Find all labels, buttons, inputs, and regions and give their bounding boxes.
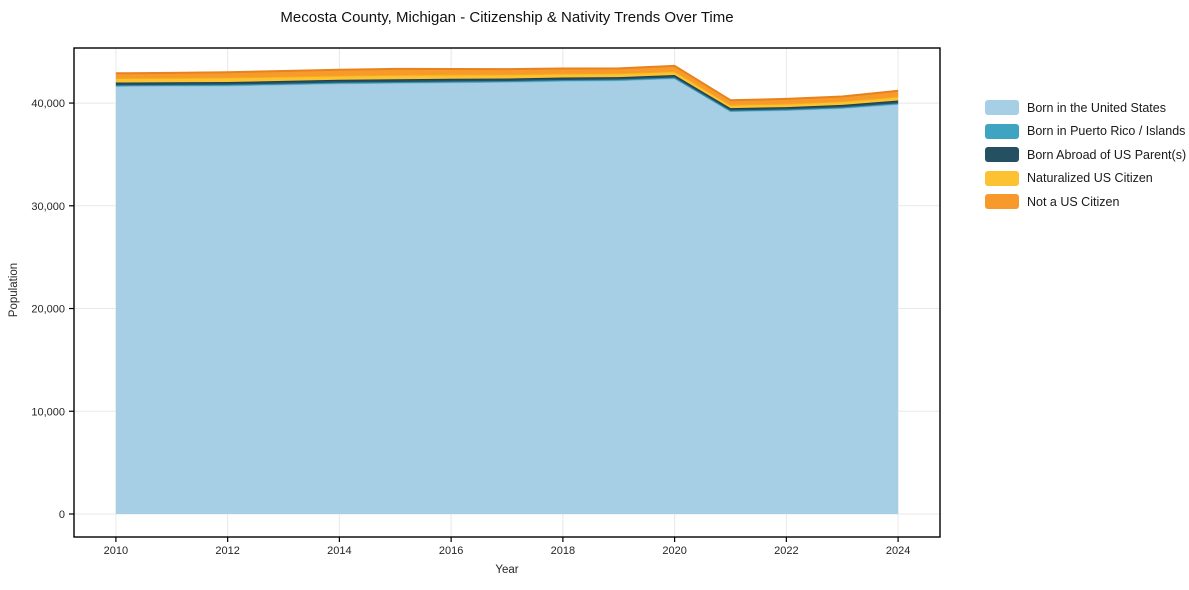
legend-item-naturalized: Naturalized US Citizen — [985, 170, 1186, 186]
x-tick-label: 2016 — [439, 545, 463, 557]
plot-frame — [73, 47, 941, 538]
legend-swatch-born-us — [985, 100, 1019, 115]
stacked-areas — [115, 64, 899, 515]
legend: Born in the United States Born in Puerto… — [985, 100, 1186, 218]
legend-item-puerto-rico: Born in Puerto Rico / Islands — [985, 123, 1186, 139]
area-line-4 — [115, 64, 899, 102]
x-tick-label: 2014 — [327, 545, 351, 557]
x-tick-label: 2020 — [662, 545, 686, 557]
legend-swatch-naturalized — [985, 170, 1019, 186]
legend-swatch-born-abroad — [985, 147, 1019, 162]
legend-label-naturalized: Naturalized US Citizen — [1027, 171, 1153, 185]
x-tick-label: 2012 — [215, 545, 239, 557]
area-3 — [115, 71, 899, 109]
x-tick-label: 2018 — [551, 545, 575, 557]
legend-label-born-us: Born in the United States — [1027, 100, 1166, 115]
y-tick-label: 20,000 — [31, 304, 65, 316]
area-0 — [115, 78, 899, 515]
x-axis: 2010 2012 2014 2016 2018 2020 2022 2024 — [104, 537, 910, 557]
legend-item-born-abroad: Born Abroad of US Parent(s) — [985, 147, 1186, 162]
x-tick-label: 2010 — [104, 545, 128, 557]
x-tick-label: 2024 — [886, 545, 910, 557]
legend-swatch-not-citizen — [985, 194, 1019, 209]
y-tick-label: 40,000 — [31, 98, 65, 110]
y-axis: 0 10,000 20,000 30,000 40,000 — [31, 98, 74, 521]
legend-swatch-puerto-rico — [985, 123, 1019, 139]
y-tick-label: 30,000 — [31, 201, 65, 213]
legend-label-born-abroad: Born Abroad of US Parent(s) — [1027, 147, 1187, 162]
y-tick-label: 0 — [59, 509, 65, 521]
x-tick-label: 2022 — [774, 545, 798, 557]
chart-title: Mecosta County, Michigan - Citizenship &… — [280, 9, 734, 26]
legend-label-puerto-rico: Born in Puerto Rico / Islands — [1027, 124, 1186, 138]
legend-label-not-citizen: Not a US Citizen — [1027, 194, 1120, 209]
legend-item-born-us: Born in the United States — [985, 100, 1186, 115]
area-4 — [115, 65, 899, 105]
y-tick-label: 10,000 — [31, 406, 65, 418]
area-2 — [115, 75, 899, 111]
legend-item-not-citizen: Not a US Citizen — [985, 194, 1186, 209]
x-axis-label: Year — [495, 564, 519, 576]
